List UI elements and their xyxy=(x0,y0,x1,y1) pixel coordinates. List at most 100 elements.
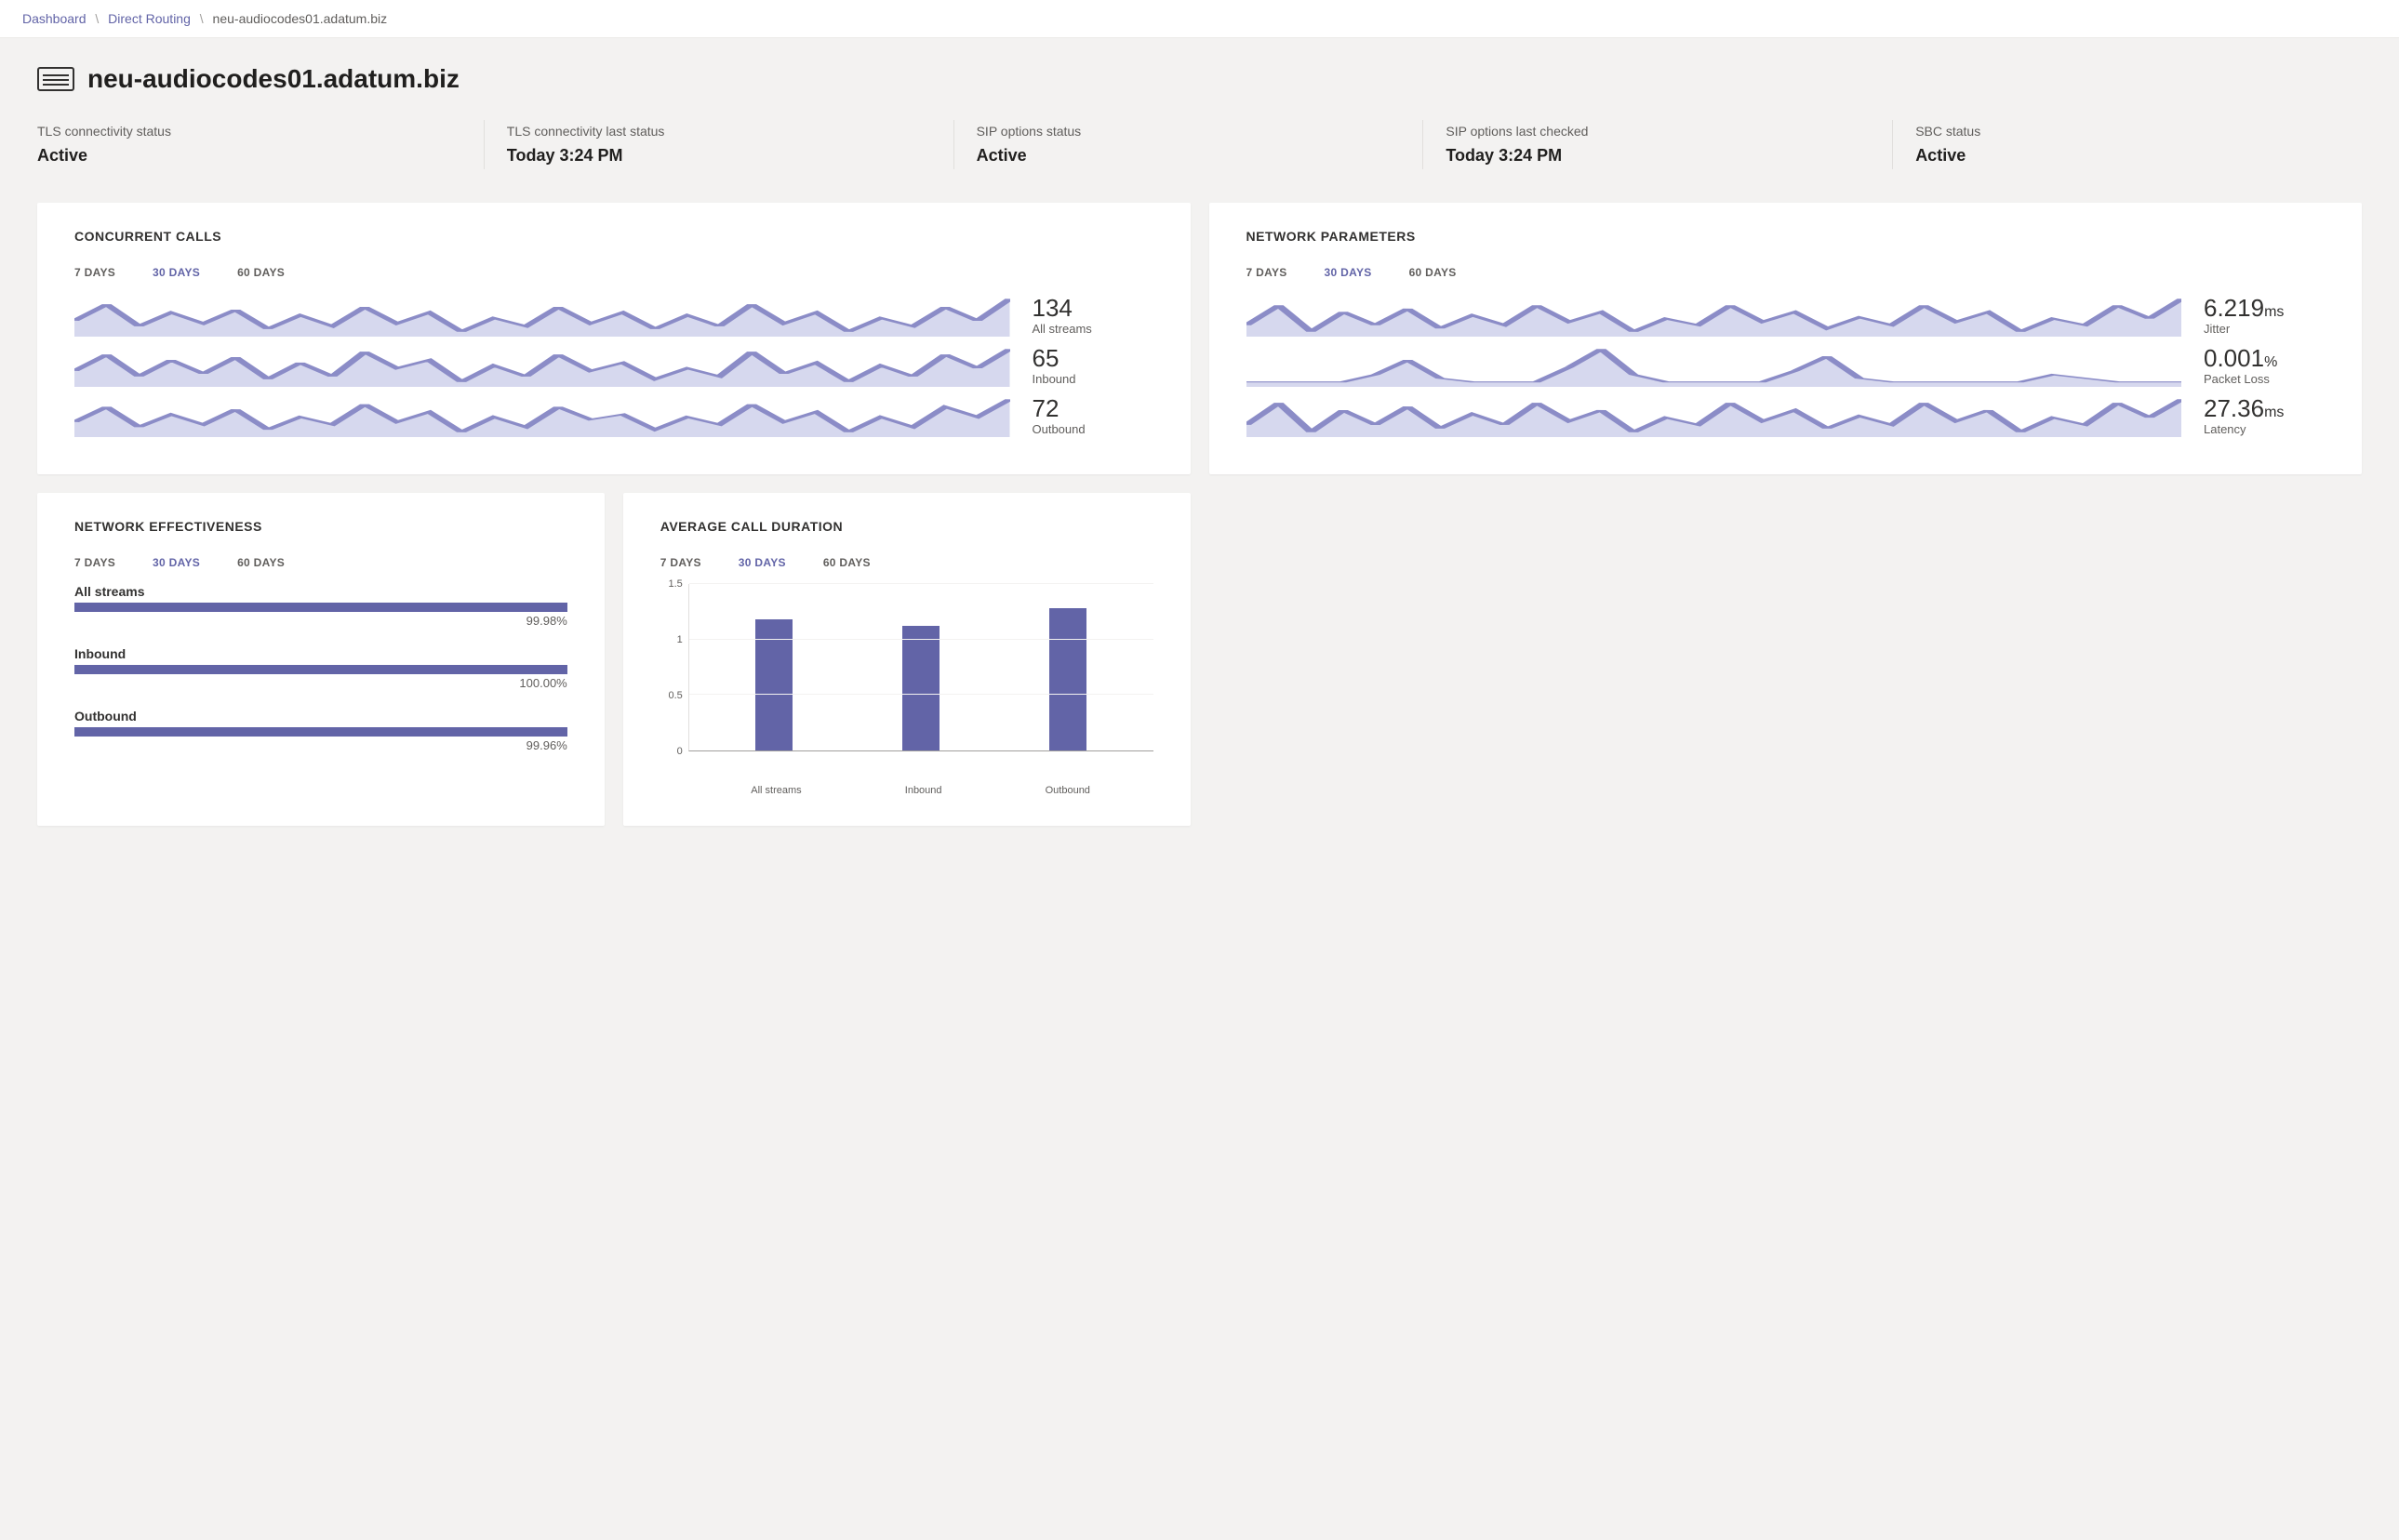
sparkline-label: Inbound xyxy=(1033,372,1153,386)
sparkline-label: Outbound xyxy=(1033,422,1153,436)
sparkline-meta: 134 All streams xyxy=(1033,296,1153,336)
tab-60-days[interactable]: 60 DAYS xyxy=(237,266,285,279)
tab-7-days[interactable]: 7 DAYS xyxy=(74,556,115,569)
sparkline-label: Jitter xyxy=(2204,322,2325,336)
sparkline-meta: 72 Outbound xyxy=(1033,396,1153,436)
chart-gridline xyxy=(689,639,1153,640)
status-label: TLS connectivity last status xyxy=(507,124,931,139)
effectiveness-row: Outbound 99.96% xyxy=(74,709,567,752)
time-range-tabs: 7 DAYS 30 DAYS 60 DAYS xyxy=(660,556,1153,569)
sparkline-row: 27.36ms Latency xyxy=(1246,394,2326,437)
status-sip-last: SIP options last checked Today 3:24 PM xyxy=(1423,120,1893,169)
effectiveness-bar xyxy=(74,665,567,674)
card-concurrent-calls: CONCURRENT CALLS 7 DAYS 30 DAYS 60 DAYS … xyxy=(37,203,1191,474)
tab-60-days[interactable]: 60 DAYS xyxy=(1409,266,1457,279)
card-network-effectiveness: NETWORK EFFECTIVENESS 7 DAYS 30 DAYS 60 … xyxy=(37,493,605,826)
sparkline-row: 6.219ms Jitter xyxy=(1246,294,2326,337)
breadcrumb-separator: \ xyxy=(95,11,99,26)
y-axis-tick: 1.5 xyxy=(668,578,682,590)
status-sip-options: SIP options status Active xyxy=(954,120,1424,169)
sparkline-value: 6.219ms xyxy=(2204,296,2325,320)
time-range-tabs: 7 DAYS 30 DAYS 60 DAYS xyxy=(1246,266,2326,279)
effectiveness-value: 100.00% xyxy=(74,676,567,690)
tab-30-days[interactable]: 30 DAYS xyxy=(153,556,200,569)
status-value: Today 3:24 PM xyxy=(507,146,931,166)
y-axis-tick: 0 xyxy=(677,746,683,757)
x-axis-label: Outbound xyxy=(1046,785,1090,796)
tab-7-days[interactable]: 7 DAYS xyxy=(74,266,115,279)
sparkline-chart xyxy=(1246,294,2182,337)
time-range-tabs: 7 DAYS 30 DAYS 60 DAYS xyxy=(74,266,1153,279)
status-value: Active xyxy=(37,146,461,166)
effectiveness-label: Inbound xyxy=(74,646,567,661)
time-range-tabs: 7 DAYS 30 DAYS 60 DAYS xyxy=(74,556,567,569)
effectiveness-bar xyxy=(74,603,567,612)
effectiveness-value: 99.98% xyxy=(74,614,567,628)
status-value: Today 3:24 PM xyxy=(1446,146,1870,166)
status-sbc: SBC status Active xyxy=(1893,120,2362,169)
breadcrumb-link-direct-routing[interactable]: Direct Routing xyxy=(108,11,191,26)
effectiveness-bar xyxy=(74,727,567,737)
sparkline-label: All streams xyxy=(1033,322,1153,336)
breadcrumb: Dashboard \ Direct Routing \ neu-audioco… xyxy=(0,0,2399,38)
tab-30-days[interactable]: 30 DAYS xyxy=(739,556,786,569)
breadcrumb-link-dashboard[interactable]: Dashboard xyxy=(22,11,87,26)
sparkline-value: 72 xyxy=(1033,396,1153,420)
bar-chart: 00.511.5 xyxy=(660,584,1153,779)
server-rack-icon xyxy=(37,66,74,92)
card-average-call-duration: AVERAGE CALL DURATION 7 DAYS 30 DAYS 60 … xyxy=(623,493,1191,826)
bar-chart-x-labels: All streams Inbound Outbound xyxy=(688,779,1153,796)
x-axis-label: Inbound xyxy=(905,785,942,796)
chart-gridline xyxy=(689,694,1153,695)
effectiveness-label: Outbound xyxy=(74,709,567,724)
sparkline-meta: 65 Inbound xyxy=(1033,346,1153,386)
sparkline-meta: 6.219ms Jitter xyxy=(2204,296,2325,336)
sparkline-chart xyxy=(1246,344,2182,387)
bar xyxy=(902,626,940,750)
breadcrumb-separator: \ xyxy=(200,11,204,26)
sparkline-row: 65 Inbound xyxy=(74,344,1153,387)
card-title: CONCURRENT CALLS xyxy=(74,229,1153,244)
page-title: neu-audiocodes01.adatum.biz xyxy=(87,64,460,94)
effectiveness-label: All streams xyxy=(74,584,567,599)
status-value: Active xyxy=(1915,146,2339,166)
y-axis-tick: 1 xyxy=(677,634,683,645)
sparkline-value: 0.001% xyxy=(2204,346,2325,370)
tab-7-days[interactable]: 7 DAYS xyxy=(660,556,701,569)
bar xyxy=(1049,608,1086,750)
chart-gridline xyxy=(689,583,1153,584)
sparkline-row: 0.001% Packet Loss xyxy=(1246,344,2326,387)
status-label: SBC status xyxy=(1915,124,2339,139)
sparkline-value: 27.36ms xyxy=(2204,396,2325,420)
x-axis-label: All streams xyxy=(751,785,801,796)
card-title: NETWORK PARAMETERS xyxy=(1246,229,2326,244)
bar-chart-plot xyxy=(688,584,1153,751)
sparkline-row: 72 Outbound xyxy=(74,394,1153,437)
bar-chart-y-axis: 00.511.5 xyxy=(660,584,688,751)
sparkline-label: Packet Loss xyxy=(2204,372,2325,386)
status-row: TLS connectivity status Active TLS conne… xyxy=(37,120,2362,169)
tab-60-days[interactable]: 60 DAYS xyxy=(823,556,871,569)
sparkline-meta: 0.001% Packet Loss xyxy=(2204,346,2325,386)
sparkline-chart xyxy=(74,294,1010,337)
status-label: SIP options status xyxy=(977,124,1401,139)
tab-60-days[interactable]: 60 DAYS xyxy=(237,556,285,569)
breadcrumb-current: neu-audiocodes01.adatum.biz xyxy=(213,11,388,26)
sparkline-label: Latency xyxy=(2204,422,2325,436)
status-label: SIP options last checked xyxy=(1446,124,1870,139)
effectiveness-row: All streams 99.98% xyxy=(74,584,567,628)
tab-30-days[interactable]: 30 DAYS xyxy=(1325,266,1372,279)
page-header: neu-audiocodes01.adatum.biz xyxy=(37,64,2362,94)
y-axis-tick: 0.5 xyxy=(668,690,682,701)
status-value: Active xyxy=(977,146,1401,166)
status-tls-connectivity: TLS connectivity status Active xyxy=(37,120,485,169)
sparkline-chart xyxy=(74,344,1010,387)
sparkline-meta: 27.36ms Latency xyxy=(2204,396,2325,436)
tab-7-days[interactable]: 7 DAYS xyxy=(1246,266,1287,279)
status-label: TLS connectivity status xyxy=(37,124,461,139)
sparkline-value: 134 xyxy=(1033,296,1153,320)
card-title: AVERAGE CALL DURATION xyxy=(660,519,1153,534)
tab-30-days[interactable]: 30 DAYS xyxy=(153,266,200,279)
sparkline-row: 134 All streams xyxy=(74,294,1153,337)
effectiveness-value: 99.96% xyxy=(74,738,567,752)
